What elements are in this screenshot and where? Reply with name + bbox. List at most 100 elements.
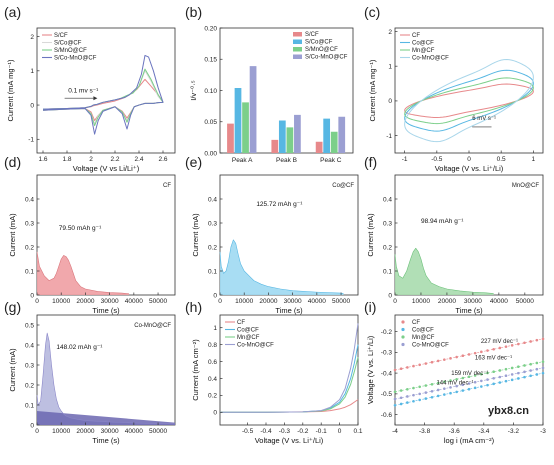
capacity-annotation: 148.02 mAh g⁻¹: [56, 344, 103, 351]
x-axis-label: Time (s): [275, 306, 303, 315]
x-tick-label: 30000: [101, 428, 119, 435]
y-axis-label: Voltage (V vs. Li⁺/Li): [366, 335, 375, 404]
tafel-slope-label: 159 mV dec⁻¹: [451, 371, 488, 377]
x-tick-label: 50000: [332, 298, 350, 305]
y-tick-label: 0.2: [208, 393, 217, 400]
tafel-point: [467, 387, 471, 391]
tafel-point: [461, 389, 465, 392]
bar: [315, 141, 323, 153]
tafel-point: [498, 381, 502, 384]
x-tick-label: 10000: [52, 428, 70, 435]
current-trace: [394, 247, 494, 294]
x-tick-label: 0: [35, 428, 39, 435]
panel-h-frame: [219, 314, 359, 426]
tafel-point: [412, 399, 415, 403]
tafel-point: [406, 366, 409, 369]
tafel-point: [504, 367, 508, 371]
tafel-slope-label: 144 mV dec⁻¹: [436, 381, 473, 387]
legend-label: Mn@CF: [237, 335, 260, 341]
legend-label: Co@CF: [412, 328, 434, 334]
legend-label: Co@CF: [412, 41, 434, 47]
scan-rate-annotation: 0.1 mv s⁻¹: [68, 87, 99, 94]
tafel-point: [529, 362, 532, 366]
y-tick-label: -1: [386, 133, 392, 140]
bar: [271, 139, 279, 153]
panel-h: -0.5 -0.4 -0.3 -0.2 -0.1 0 0.1 0 0.2 0.4 0.6 0.8 1 Vo…: [191, 314, 363, 445]
tafel-point: [473, 374, 477, 377]
tafel-point: [517, 342, 520, 346]
legend-label: S/Co@CF: [54, 41, 82, 47]
x-tick-label: 2.6: [158, 156, 167, 163]
legend-label: Mn@CF: [412, 48, 435, 54]
bar: [294, 114, 301, 153]
y-tick-label: 0.10: [204, 88, 217, 95]
tafel-point: [529, 340, 532, 343]
x-tick-label: -0.4: [260, 428, 272, 435]
bar: [249, 66, 257, 153]
tafel-point: [504, 345, 508, 348]
sample-label: Co@CF: [332, 183, 354, 189]
tafel-point: [436, 359, 440, 363]
tafel-point: [498, 346, 502, 350]
tafel-point: [455, 355, 458, 359]
x-tick-label: 40000: [308, 298, 326, 305]
legend-marker: [401, 335, 405, 339]
legend-label: S/MnO@CF: [305, 47, 338, 53]
y-tick-label: 0.20: [204, 25, 217, 32]
y-tick-label: -0.2: [381, 329, 393, 336]
tafel-point: [418, 363, 421, 367]
tafel-point: [492, 377, 495, 380]
x-tick-label: 0: [467, 156, 471, 163]
x-axis-label: Time (s): [92, 436, 120, 445]
x-tick-label: 1.8: [62, 156, 71, 163]
scan-rate-annotation: 6 mV s⁻¹: [472, 116, 496, 122]
tafel-point: [443, 380, 446, 384]
tafel-point: [436, 394, 440, 398]
tafel-point: [412, 386, 415, 390]
tafel-point: [455, 377, 458, 381]
panel-b: Peak A Peak B Peak C 0.00 0.05 0.10 0.15 0.20 I/…: [189, 25, 354, 164]
legend-label: CF: [412, 320, 420, 326]
current-area: [395, 248, 494, 295]
legend-swatch: [293, 47, 302, 52]
x-tick-label: 1: [532, 156, 536, 163]
tafel-point: [443, 387, 446, 390]
legend-label: CF: [237, 320, 245, 326]
tafel-point: [424, 362, 428, 365]
panel-label: (b): [185, 4, 202, 20]
tafel-point: [517, 377, 520, 380]
y-tick-label: 0.1: [25, 268, 34, 275]
x-tick-label: 50000: [516, 298, 534, 305]
tafel-point: [529, 374, 532, 378]
x-tick-label: -3.8: [419, 428, 431, 435]
bar: [338, 116, 346, 153]
tafel-point: [510, 373, 514, 376]
y-tick-label: 0.6: [208, 359, 217, 366]
panel-label: (f): [364, 154, 377, 170]
x-axis-label: log i (mA cm⁻²): [444, 436, 495, 445]
legend-marker: [401, 320, 405, 324]
tafel-point: [455, 390, 458, 394]
tafel-point: [467, 375, 471, 379]
tafel-point: [473, 386, 477, 390]
tafel-point: [535, 361, 539, 365]
y-tick-label: 0.4: [25, 196, 34, 203]
bar: [286, 127, 294, 153]
x-tick-label: 0: [35, 298, 39, 305]
tafel-point: [480, 379, 483, 383]
tafel-point: [541, 366, 545, 370]
x-tick-label: 0.5: [497, 156, 506, 163]
x-tick-label: 10000: [52, 298, 70, 305]
tafel-point: [510, 344, 514, 347]
y-axis-label: Current (mA mg⁻¹): [368, 59, 377, 121]
tafel-point: [510, 378, 514, 382]
tafel-point: [436, 381, 440, 385]
tafel-point: [449, 391, 452, 395]
y-tick-label: 0.3: [25, 362, 34, 369]
x-tick-label: 2: [89, 156, 93, 163]
tafel-point: [399, 402, 403, 406]
tafel-point: [467, 382, 471, 385]
y-tick-label: 0.1: [383, 268, 392, 275]
tafel-point: [461, 376, 465, 380]
tafel-point: [486, 378, 489, 381]
